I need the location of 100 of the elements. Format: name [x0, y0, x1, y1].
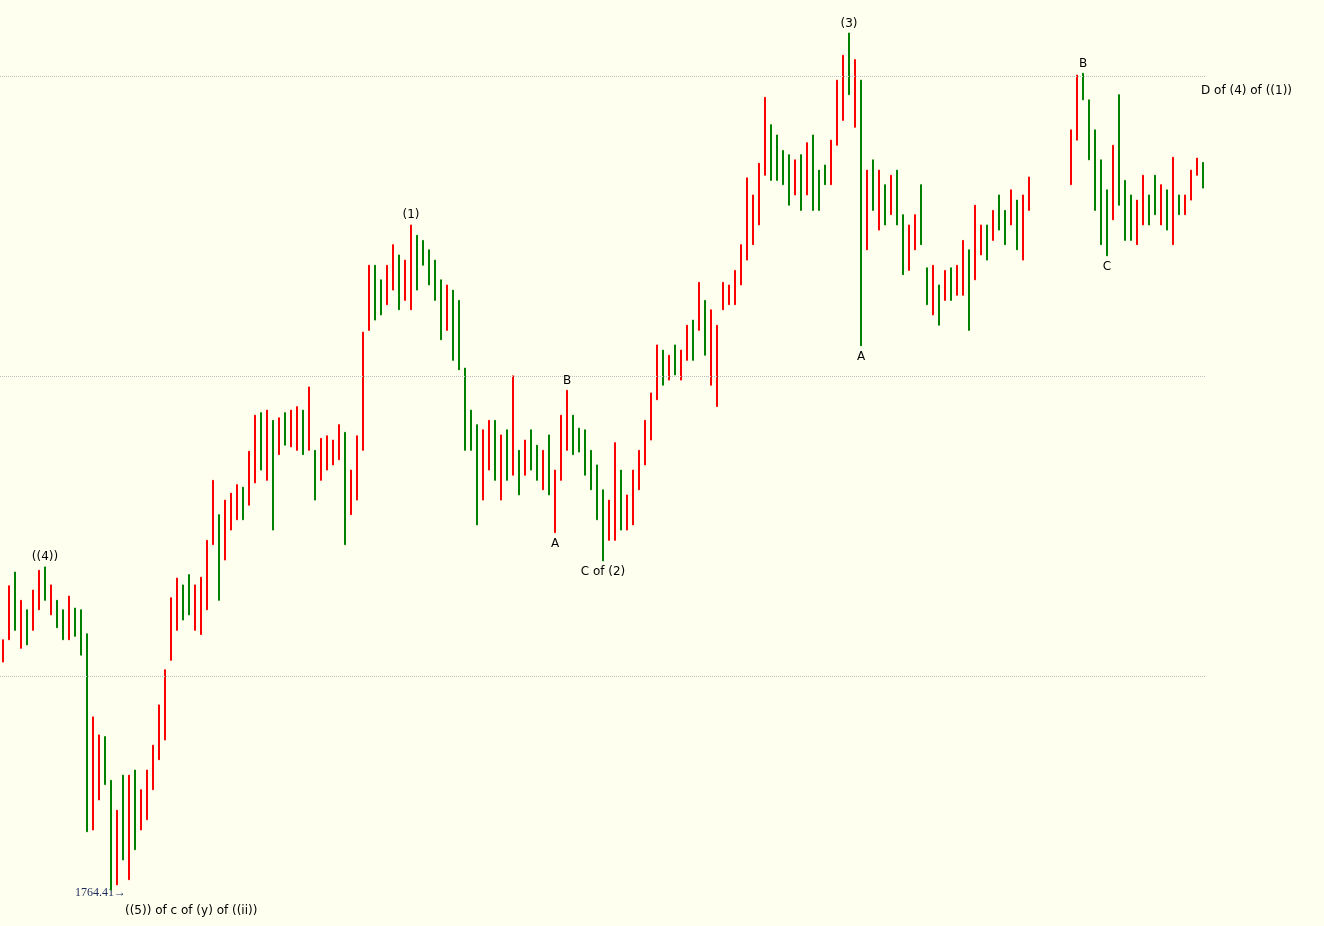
candlestick: [1028, 176, 1030, 211]
candlestick: [416, 234, 418, 291]
candlestick: [566, 389, 568, 451]
candlestick: [590, 449, 592, 491]
candlestick: [614, 442, 616, 541]
candlestick: [134, 769, 136, 851]
candlestick: [758, 162, 760, 226]
candlestick: [356, 435, 358, 501]
candlestick: [830, 139, 832, 186]
candlestick: [902, 214, 904, 276]
annotation: B: [1078, 55, 1088, 70]
candlestick: [80, 609, 82, 656]
candlestick: [218, 514, 220, 601]
candlestick: [470, 409, 472, 451]
candlestick: [620, 469, 622, 531]
candlestick: [176, 577, 178, 631]
text: ((5)) of c of (y) of ((ii)): [125, 903, 258, 917]
candlestick: [584, 429, 586, 476]
candlestick: [392, 244, 394, 291]
candlestick: [542, 449, 544, 491]
candlestick: [794, 159, 796, 196]
candlestick: [524, 439, 526, 476]
candlestick: [824, 164, 826, 186]
candlestick: [770, 124, 772, 181]
candlestick: [1016, 199, 1018, 251]
annotation: 1764.41→: [75, 885, 126, 899]
candlestick: [2, 639, 4, 663]
candlestick: [20, 599, 22, 649]
candlestick: [482, 429, 484, 501]
candlestick: [980, 224, 982, 256]
candlestick: [326, 435, 328, 471]
candlestick: [680, 349, 682, 381]
candlestick: [662, 349, 664, 386]
candlestick: [206, 539, 208, 611]
candlestick: [1082, 72, 1084, 101]
candlestick: [848, 32, 850, 96]
candlestick: [398, 254, 400, 311]
candlestick: [908, 224, 910, 271]
candlestick: [710, 309, 712, 386]
candlestick: [1184, 194, 1186, 216]
candlestick: [380, 279, 382, 316]
candlestick: [518, 449, 520, 496]
candlestick: [476, 424, 478, 526]
candlestick: [1142, 174, 1144, 226]
candlestick: [572, 414, 574, 456]
candlestick: [458, 299, 460, 371]
candlestick: [812, 134, 814, 211]
candlestick: [764, 96, 766, 176]
candlestick: [260, 412, 262, 471]
candlestick: [212, 479, 214, 546]
candlestick: [248, 450, 250, 506]
candlestick: [578, 427, 580, 453]
candlestick: [32, 589, 34, 631]
candlestick: [728, 284, 730, 306]
candlestick: [872, 159, 874, 211]
candlestick: [410, 224, 412, 311]
candlestick: [1094, 129, 1096, 211]
candlestick: [74, 607, 76, 637]
candlestick: [914, 214, 916, 251]
candlestick: [452, 289, 454, 361]
candlestick: [488, 419, 490, 471]
candlestick: [1022, 194, 1024, 261]
candlestick: [878, 169, 880, 231]
candlestick: [932, 264, 934, 316]
candlestick: [1010, 189, 1012, 226]
candlestick: [926, 267, 928, 306]
candlestick: [896, 169, 898, 226]
candlestick: [632, 469, 634, 526]
candlestick: [734, 269, 736, 306]
candlestick: [362, 331, 364, 451]
candlestick: [674, 344, 676, 376]
candlestick: [1196, 157, 1198, 176]
candlestick: [1166, 189, 1168, 231]
candlestick: [422, 239, 424, 266]
candlestick: [512, 375, 514, 476]
candlestick: [98, 734, 100, 801]
candlestick: [686, 324, 688, 361]
candlestick: [698, 281, 700, 331]
candlestick: [308, 386, 310, 451]
annotation: A: [550, 536, 560, 551]
candlestick: [596, 464, 598, 521]
candlestick: [242, 486, 244, 521]
candlestick: [722, 281, 724, 311]
candlestick: [626, 494, 628, 531]
candlestick: [350, 469, 352, 516]
candlestick: [866, 169, 868, 251]
candlestick: [92, 716, 94, 831]
candlestick: [62, 609, 64, 641]
candlestick: [200, 576, 202, 636]
candlestick: [1202, 161, 1204, 189]
candlestick: [650, 392, 652, 441]
candlestick: [1004, 209, 1006, 246]
candlestick: [536, 444, 538, 481]
candlestick: [884, 184, 886, 226]
candlestick: [338, 424, 340, 461]
candlestick: [116, 809, 118, 886]
candlestick: [1112, 144, 1114, 221]
candlestick: [152, 744, 154, 791]
candlestick: [188, 574, 190, 616]
candlestick: [284, 412, 286, 446]
